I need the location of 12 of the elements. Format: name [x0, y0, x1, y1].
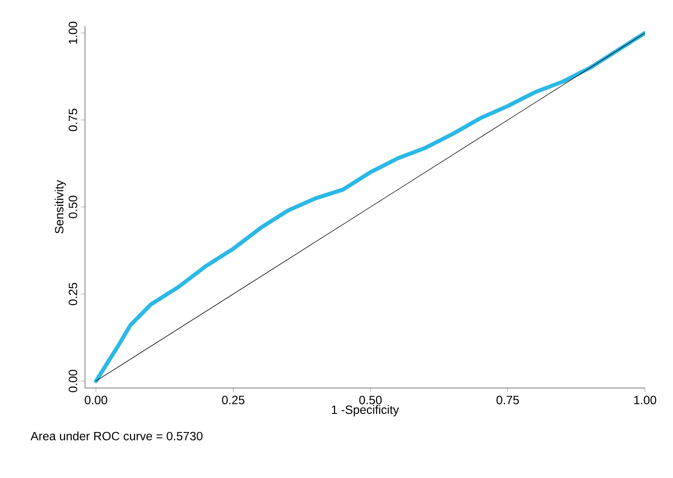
- x-tick-label: 1.00: [634, 396, 656, 404]
- text: Area under ROC curve = 0.5730: [30, 432, 202, 440]
- y-tick-label: 0.50: [68, 196, 78, 218]
- y-tick-label: 0.25: [68, 282, 78, 306]
- y-tick-label: 1.00: [68, 22, 78, 44]
- x-tick-label: 0.75: [496, 396, 519, 404]
- x-axis-title: 1 -Specificity: [332, 405, 399, 416]
- x-tick-label: 0.00: [84, 396, 108, 404]
- y-axis-title: Sensitivity: [54, 180, 66, 234]
- x-tick-label: 0.50: [359, 396, 382, 404]
- y-tick-label: 0.75: [68, 108, 78, 132]
- x-tick-label: 0.25: [222, 396, 244, 404]
